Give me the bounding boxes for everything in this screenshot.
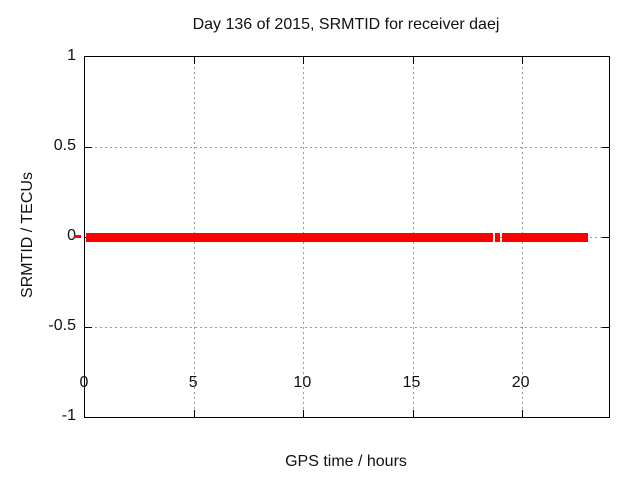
x-tick-top (194, 57, 196, 64)
x-tick-top (521, 57, 523, 64)
x-tick-top (412, 57, 414, 64)
chart-title: Day 136 of 2015, SRMTID for receiver dae… (192, 16, 500, 33)
y-tick-label: -0.5 (48, 317, 76, 334)
x-tick-label: 15 (402, 374, 421, 391)
y-gridline (85, 327, 609, 328)
data-line-segment (502, 232, 589, 242)
x-tick-bottom (521, 410, 523, 417)
red-dash-outside-axis (74, 235, 81, 238)
x-tick-label: 0 (79, 374, 89, 391)
data-line-segment (86, 232, 493, 242)
data-line-segment (494, 232, 501, 242)
y-tick-right (602, 237, 609, 238)
y-tick-label: 0.5 (53, 137, 76, 154)
x-tick-label: 10 (293, 374, 312, 391)
y-tick-label: -1 (61, 407, 76, 424)
x-axis-label: GPS time / hours (285, 453, 407, 470)
y-tick-left (85, 327, 92, 328)
x-tick-bottom (194, 410, 196, 417)
y-gridline (85, 147, 609, 148)
y-tick-label: 0 (67, 227, 76, 244)
y-tick-label: 1 (67, 47, 76, 64)
plot-area (84, 56, 610, 418)
x-tick-label: 20 (511, 374, 530, 391)
x-tick-label: 5 (188, 374, 198, 391)
y-tick-right (602, 327, 609, 328)
x-tick-top (303, 57, 305, 64)
y-tick-right (602, 147, 609, 148)
y-tick-left (85, 147, 92, 148)
y-axis-label: SRMTID / TECUs (19, 172, 36, 298)
x-tick-bottom (412, 410, 414, 417)
x-tick-bottom (303, 410, 305, 417)
